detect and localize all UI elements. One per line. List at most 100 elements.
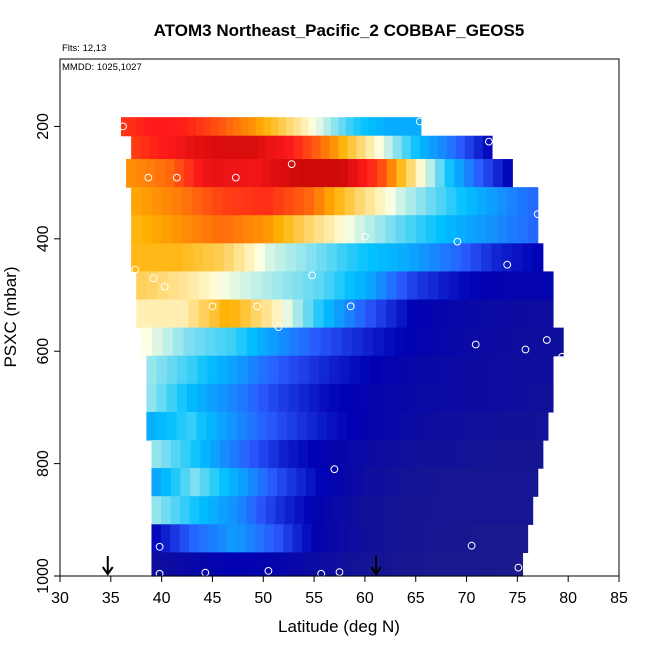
- heatmap-cell: [176, 411, 188, 441]
- heatmap-cell: [181, 187, 193, 216]
- heatmap-cell: [396, 299, 408, 329]
- observation-point: [317, 569, 326, 578]
- heatmap-cell: [207, 383, 219, 413]
- heatmap-cell: [411, 552, 422, 577]
- heatmap-cell: [375, 117, 384, 137]
- heatmap-cell: [334, 468, 346, 497]
- heatmap-cell: [227, 383, 239, 413]
- heatmap-cell: [135, 117, 145, 137]
- heatmap-cell: [228, 468, 239, 497]
- heatmap-cell: [417, 299, 429, 329]
- heatmap-cell: [456, 187, 468, 216]
- x-tick-label: 80: [559, 590, 577, 607]
- heatmap-cell: [275, 243, 287, 273]
- heatmap-cell: [510, 327, 522, 357]
- heatmap-cell: [257, 135, 268, 160]
- heatmap-cell: [357, 243, 369, 273]
- heatmap-cell: [502, 355, 513, 385]
- observation-point: [533, 210, 542, 219]
- x-tick-label: 30: [51, 590, 69, 607]
- heatmap-cell: [186, 411, 198, 441]
- heatmap-cell: [293, 215, 305, 244]
- heatmap-cell: [356, 440, 368, 469]
- heatmap-cell: [263, 215, 275, 244]
- heatmap-cell: [273, 187, 285, 216]
- heatmap-cell: [448, 271, 460, 301]
- heatmap-cell: [256, 496, 267, 525]
- heatmap-cell: [358, 524, 369, 553]
- heatmap-cell: [511, 299, 523, 329]
- heatmap-cell: [522, 355, 534, 385]
- heatmap-cell: [404, 327, 417, 357]
- observation-point: [521, 345, 530, 354]
- heatmap-cell: [408, 243, 420, 273]
- heatmap-cell: [273, 524, 284, 553]
- heatmap-cell: [151, 496, 162, 525]
- heatmap-cell: [383, 327, 395, 357]
- heatmap-cell: [254, 243, 266, 273]
- heatmap-cell: [347, 243, 359, 273]
- heatmap-cell: [146, 355, 158, 385]
- observation-point: [453, 237, 462, 246]
- heatmap-cell: [398, 117, 407, 137]
- heatmap-cell: [288, 355, 300, 385]
- heatmap-cell: [161, 468, 172, 497]
- heatmap-cell: [285, 117, 294, 137]
- heatmap-cell: [264, 243, 276, 273]
- heatmap-cell: [188, 271, 200, 301]
- heatmap-cell: [212, 159, 224, 188]
- heatmap-cell: [266, 135, 277, 160]
- heatmap-cell: [522, 383, 534, 413]
- heatmap-cell: [357, 159, 369, 188]
- heatmap-cell: [406, 159, 417, 188]
- heatmap-cell: [280, 159, 291, 188]
- flights-annotation: Flts: 12,13: [62, 43, 106, 54]
- heatmap-cell: [461, 383, 473, 413]
- heatmap-cell: [161, 187, 173, 216]
- heatmap-cell: [405, 524, 416, 553]
- heatmap-cell: [490, 271, 502, 301]
- heatmap-cell: [298, 383, 310, 413]
- heatmap-cell: [523, 440, 534, 469]
- heatmap-cell: [435, 159, 446, 188]
- heatmap-cell: [151, 468, 162, 497]
- heatmap-cell: [347, 135, 358, 160]
- heatmap-cell: [298, 355, 310, 385]
- heatmap-cell: [485, 552, 496, 577]
- heatmap-cell: [503, 552, 514, 577]
- heatmap-cell: [374, 552, 384, 577]
- heatmap-cell: [174, 159, 185, 188]
- heatmap-cell: [198, 271, 210, 301]
- heatmap-cell: [378, 243, 390, 273]
- heatmap-cell: [136, 299, 148, 329]
- heatmap-cell: [303, 215, 315, 244]
- heatmap-cell: [308, 117, 317, 137]
- heatmap-cell: [303, 496, 315, 525]
- heatmap-cell: [170, 552, 180, 577]
- heatmap-cell: [348, 159, 359, 188]
- heatmap-cell: [484, 440, 495, 469]
- heatmap-cell: [176, 383, 188, 413]
- heatmap-cell: [460, 468, 471, 497]
- heatmap-cell: [427, 271, 439, 301]
- heatmap-cell: [310, 327, 322, 357]
- heatmap-cell: [501, 243, 513, 273]
- heatmap-cell: [253, 552, 264, 577]
- heatmap-cell: [507, 187, 518, 216]
- heatmap-cell: [349, 355, 361, 385]
- heatmap-cell: [338, 135, 349, 160]
- heatmap-cell: [302, 271, 314, 301]
- heatmap-cell: [313, 496, 324, 525]
- heatmap-cell: [330, 524, 341, 553]
- heatmap-cell: [311, 135, 322, 160]
- heatmap-cell: [157, 271, 169, 301]
- heatmap-cell: [518, 468, 529, 497]
- y-tick-label: 400: [35, 225, 52, 252]
- heatmap-cell: [420, 552, 431, 577]
- heatmap-cell: [414, 524, 425, 553]
- x-tick-label: 65: [407, 590, 425, 607]
- heatmap-cell: [410, 355, 422, 385]
- heatmap-cell: [248, 355, 259, 385]
- heatmap-cell: [377, 159, 388, 188]
- heatmap-cell: [219, 299, 231, 329]
